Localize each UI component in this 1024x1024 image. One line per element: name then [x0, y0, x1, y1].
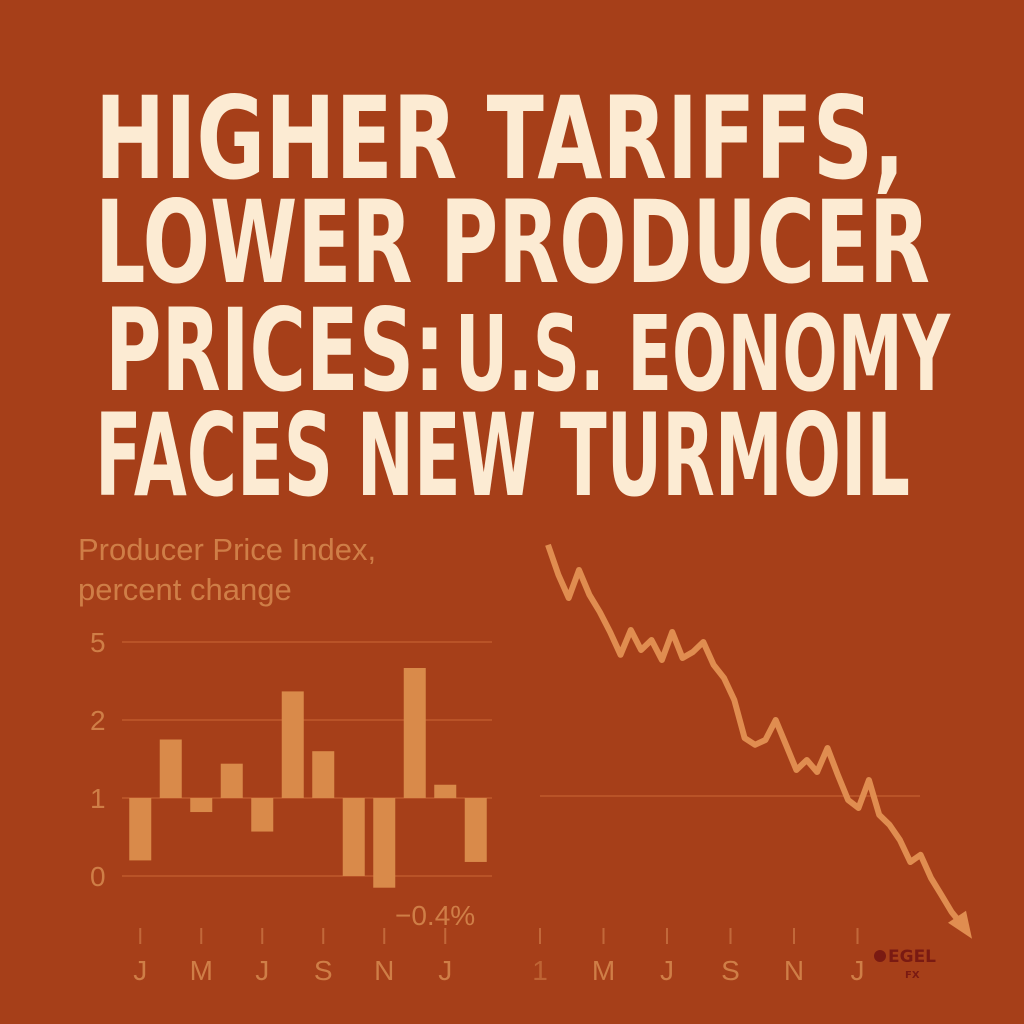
bar	[159, 739, 182, 798]
x-tick-label: J	[255, 955, 269, 986]
x-tick-label: 1	[532, 955, 548, 986]
logo-icon	[874, 950, 886, 962]
x-tick-label: N	[374, 955, 394, 986]
bar	[312, 751, 335, 798]
annotation: −0.4%	[395, 900, 475, 931]
logo: EGEL	[888, 947, 936, 967]
x-tick-label: M	[190, 955, 213, 986]
bar	[403, 668, 426, 798]
bar	[342, 798, 365, 876]
y-tick-label: 1	[90, 783, 106, 814]
line	[545, 543, 965, 927]
bar	[190, 798, 213, 813]
y-tick-label: 5	[90, 627, 106, 658]
bar	[281, 691, 304, 798]
bar	[220, 763, 243, 798]
headline: FACES NEW TURMOIL	[95, 389, 910, 522]
headline: U.S. EONOMY	[455, 293, 951, 415]
x-tick-label: J	[851, 955, 865, 986]
logo-sub: FX	[905, 970, 920, 981]
bar	[464, 798, 487, 862]
bar	[251, 798, 274, 832]
bar	[373, 798, 396, 888]
chart-title: Producer Price Index, percent change	[78, 532, 377, 607]
headline: HIGHER TARIFFS,	[95, 72, 905, 205]
x-tick-label: M	[592, 955, 615, 986]
y-tick-label: 0	[90, 861, 106, 892]
x-tick-label: S	[314, 955, 333, 986]
x-tick-label: J	[133, 955, 147, 986]
x-tick-label: J	[438, 955, 452, 986]
arrow-head	[948, 910, 972, 939]
x-tick-label: S	[721, 955, 740, 986]
bar	[129, 798, 152, 861]
headline: LOWER PRODUCER	[95, 176, 930, 309]
x-tick-label: N	[784, 955, 804, 986]
y-tick-label: 2	[90, 705, 106, 736]
headline: PRICES:	[105, 284, 445, 417]
bar	[434, 784, 457, 798]
x-tick-label: J	[660, 955, 674, 986]
